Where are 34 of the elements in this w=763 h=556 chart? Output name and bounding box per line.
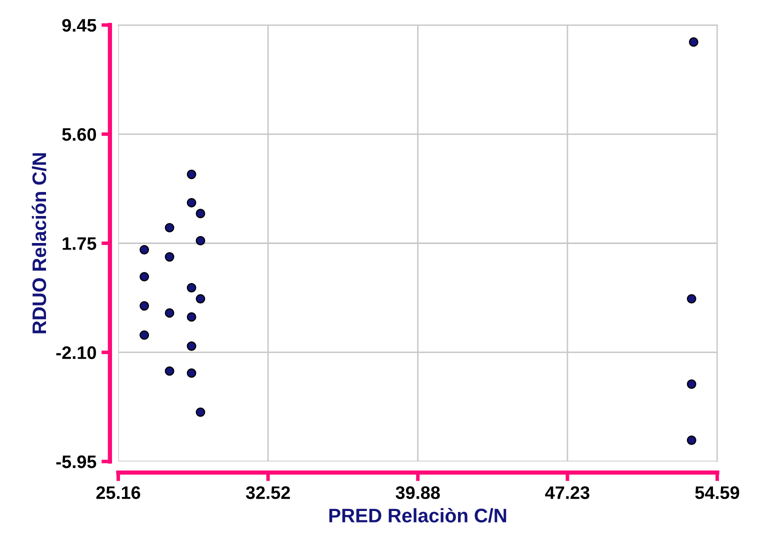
x-tick-label: 47.23 <box>545 486 590 500</box>
point <box>186 368 196 378</box>
point <box>686 436 696 445</box>
x-axis-title: PRED Relaciòn C/N <box>329 508 506 523</box>
point <box>686 379 696 389</box>
point <box>164 366 174 376</box>
point <box>196 236 206 246</box>
y-tick-label: 5.60 <box>62 128 96 141</box>
point <box>186 198 196 208</box>
x-tick-label: 25.16 <box>96 486 140 500</box>
point <box>140 272 150 282</box>
y-tick-label: 9.45 <box>62 18 96 32</box>
point <box>140 301 150 311</box>
point <box>196 407 206 417</box>
y-tick-label: -2.10 <box>56 346 96 360</box>
point <box>186 283 196 292</box>
y-tick-label: -5.95 <box>56 455 96 468</box>
y-axis-title: RDUO Relación C/N <box>32 153 46 334</box>
point <box>186 341 196 351</box>
point <box>140 330 150 340</box>
x-tick-label: 54.59 <box>695 486 740 500</box>
point <box>196 294 206 304</box>
point <box>164 252 174 262</box>
x-tick-label: 32.52 <box>246 486 290 500</box>
point <box>196 208 206 218</box>
point <box>164 222 174 232</box>
y-tick-label: 1.75 <box>62 237 96 250</box>
point <box>686 294 696 304</box>
point <box>140 245 150 254</box>
point <box>186 170 196 180</box>
point <box>164 308 174 318</box>
x-tick-label: 39.88 <box>396 486 440 500</box>
point <box>186 312 196 322</box>
point <box>688 37 698 47</box>
